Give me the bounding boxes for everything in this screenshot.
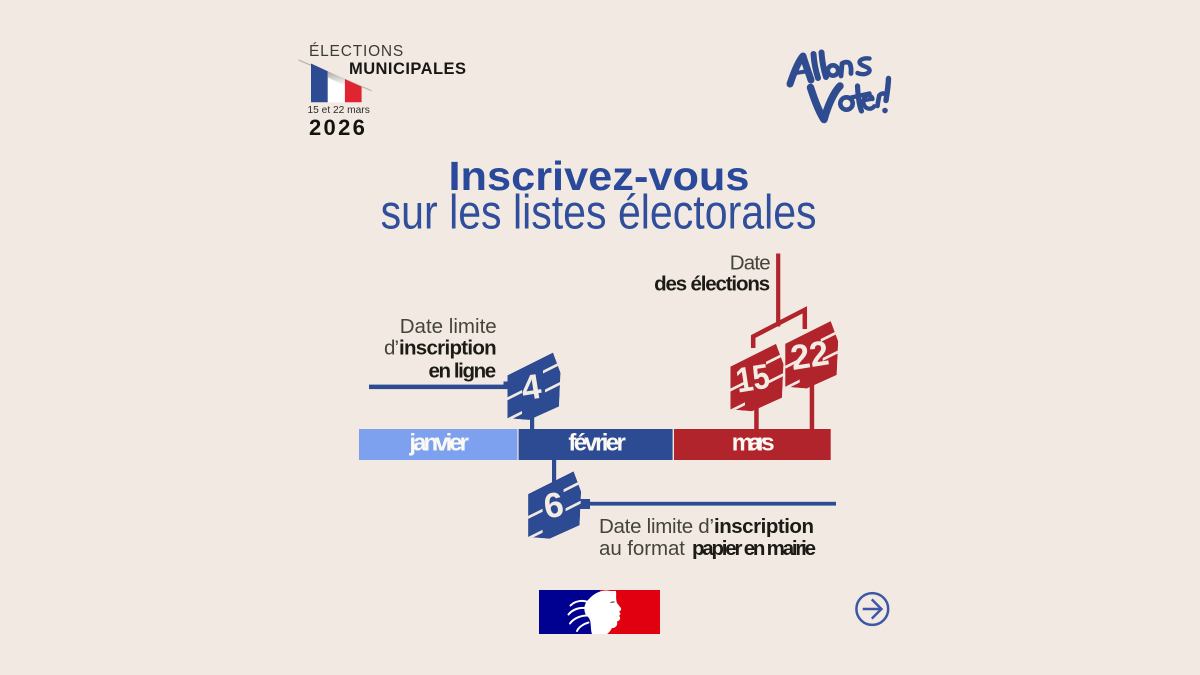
svg-text:inscription: inscription — [714, 515, 814, 538]
svg-text:mars: mars — [732, 429, 775, 456]
svg-text:Inscrivez-vous: Inscrivez-vous — [449, 153, 750, 199]
svg-text:papier en mairie: papier en mairie — [692, 537, 816, 560]
svg-text:au format: au format — [599, 537, 685, 560]
svg-text:Date: Date — [730, 252, 771, 275]
svg-text:d’: d’ — [384, 337, 399, 360]
svg-text:janvier: janvier — [408, 429, 469, 456]
svg-text:22: 22 — [788, 333, 832, 377]
svg-text:inscription: inscription — [399, 337, 497, 360]
svg-text:février: février — [568, 429, 625, 456]
svg-text:Date limite: Date limite — [400, 315, 497, 338]
svg-text:sur les listes électorales: sur les listes électorales — [381, 186, 817, 240]
svg-text:en ligne: en ligne — [429, 359, 497, 382]
svg-text:15: 15 — [733, 357, 772, 401]
svg-text:Date limite d’: Date limite d’ — [599, 515, 714, 538]
svg-text:des élections: des élections — [654, 273, 770, 296]
